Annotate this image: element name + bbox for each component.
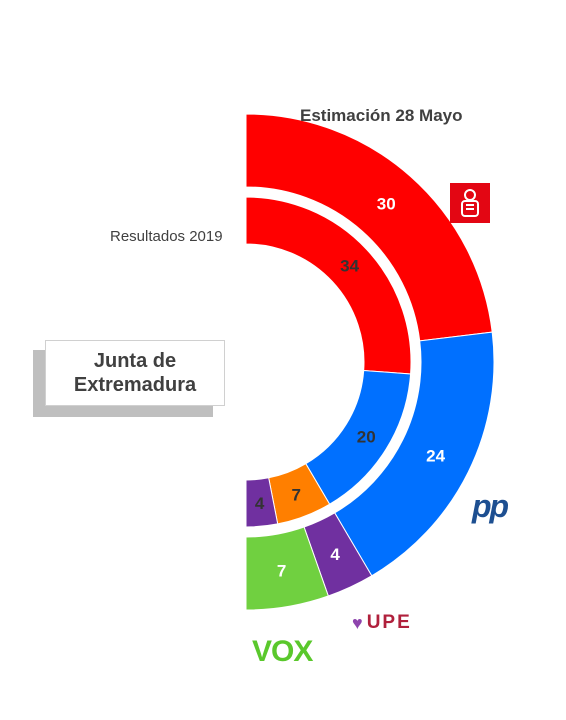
value-label-vox-ring0: 7 [277,561,286,580]
value-label-psoe-ring1: 34 [340,257,359,276]
value-label-upe-ring0: 4 [330,545,340,564]
upe-heart-icon: ♥ [352,612,365,633]
segment-up-ring1 [245,477,279,528]
value-label-pp-ring1: 20 [357,428,376,447]
value-label-psoe-ring0: 30 [377,195,396,214]
psoe-logo-icon [450,183,490,223]
inner-ring-title: Resultados 2019 [110,228,223,245]
value-label-up-ring1: 4 [255,494,265,513]
value-label-pp-ring0: 24 [426,447,445,466]
region-box-line-2: Extremadura [73,374,197,396]
value-label-cs-ring1: 7 [291,485,300,504]
outer-ring-title: Estimación 28 Mayo [300,106,463,125]
upe-logo-text: UPE [366,612,412,633]
region-box: Junta de Extremadura [45,340,225,406]
vox-logo: VOX [252,635,313,668]
region-box-line-1: Junta de [93,350,177,372]
upe-logo: ♥ UPE [352,612,412,634]
pp-logo: pp [472,488,509,524]
segment-vox-ring0 [245,526,329,611]
